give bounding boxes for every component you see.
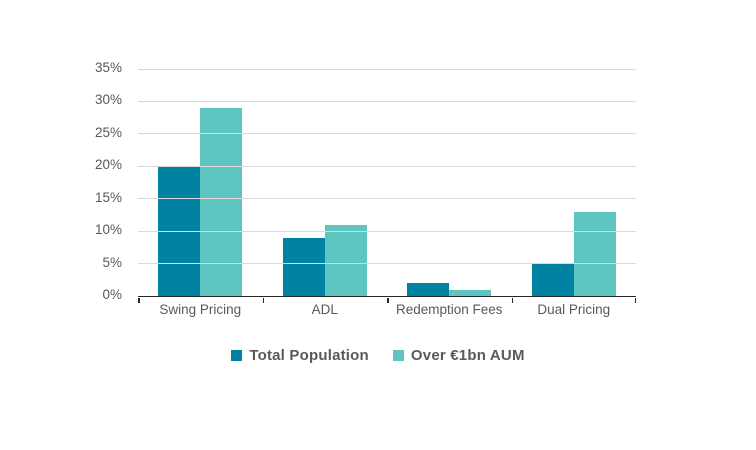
legend-item-1: Over €1bn AUM (392, 346, 525, 364)
gridline-25 (138, 133, 636, 135)
gridline-30 (138, 100, 636, 102)
gridline-10 (138, 230, 636, 232)
x-axis-tick (511, 297, 513, 303)
bar-over-1bn-aum-3 (573, 211, 616, 296)
bar-over-1bn-aum-2 (449, 289, 492, 296)
y-tick-label-20: 20% (94, 157, 122, 173)
legend-label-0: Total Population (249, 346, 369, 364)
x-axis-tick (634, 297, 636, 303)
gridline-5 (138, 263, 636, 265)
gridline-15 (138, 198, 636, 200)
bar-total-population-2 (407, 283, 450, 296)
gridline-35 (138, 68, 636, 70)
legend-swatch-icon (231, 349, 243, 361)
y-tick-label-10: 10% (94, 222, 122, 238)
x-axis-tick (262, 297, 264, 303)
plot-area (138, 68, 636, 303)
y-tick-label-0: 0% (102, 287, 122, 302)
y-tick-label-35: 35% (94, 60, 122, 75)
y-tick-label-15: 15% (94, 189, 122, 205)
bar-total-population-1 (282, 237, 325, 296)
bar-group-1 (263, 69, 388, 296)
gridline-20 (138, 165, 636, 167)
legend-swatch-icon (392, 349, 404, 361)
bar-group-3 (512, 69, 637, 296)
x-axis-tick (138, 297, 140, 303)
bar-group-2 (387, 69, 512, 296)
y-axis-labels: 0% 5% 10% 15% 20% 25% 30% 35% (0, 60, 130, 302)
x-axis-tick (387, 297, 389, 303)
bar-total-population-3 (531, 263, 574, 296)
legend: Total Population Over €1bn AUM (0, 344, 756, 366)
bar-group-0 (138, 69, 263, 296)
x-category-label-3: Dual Pricing (537, 302, 611, 317)
bar-groups (138, 69, 636, 296)
x-category-label-0: Swing Pricing (159, 302, 242, 317)
bar-over-1bn-aum-1 (324, 224, 367, 296)
legend-item-0: Total Population (231, 347, 369, 364)
legend-label-1: Over €1bn AUM (410, 346, 525, 364)
bar-over-1bn-aum-0 (200, 107, 243, 296)
x-axis-labels: Swing Pricing ADL Redemption Fees Dual Pric… (138, 302, 636, 318)
x-category-label-2: Redemption Fees (395, 302, 503, 317)
y-tick-label-30: 30% (94, 92, 122, 108)
y-tick-label-5: 5% (102, 254, 122, 270)
x-category-label-1: ADL (311, 302, 338, 317)
y-tick-label-25: 25% (94, 124, 122, 140)
